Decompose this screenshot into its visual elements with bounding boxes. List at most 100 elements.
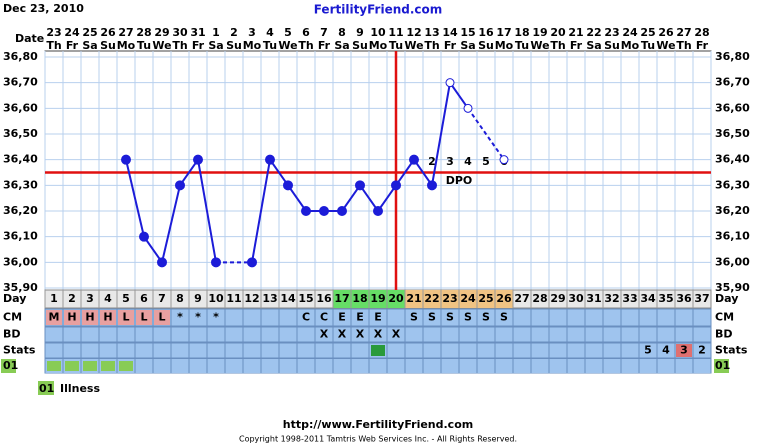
- cell-text: S: [446, 311, 454, 324]
- y-tick-label: 36,30: [3, 178, 38, 191]
- date: 19: [532, 26, 547, 39]
- day-number: 35: [658, 292, 673, 305]
- y-tick-label: 36,10: [3, 230, 38, 243]
- copyright: Copyright 1998-2011 Tamtris Web Services…: [239, 435, 517, 444]
- day-highlight: [369, 290, 387, 308]
- date: 18: [514, 26, 529, 39]
- weekday: We: [530, 39, 549, 52]
- day-number: 14: [280, 292, 296, 305]
- temp-point: [121, 154, 131, 165]
- weekday: Th: [550, 39, 565, 52]
- temp-point: [301, 206, 311, 216]
- weekday: Sa: [82, 39, 97, 52]
- row-label-right: CM: [715, 311, 734, 324]
- cell-text: S: [428, 311, 436, 324]
- day-number: 2: [68, 292, 76, 305]
- cell-text: X: [320, 328, 329, 341]
- row-label: Stats: [3, 344, 36, 357]
- y-tick-label-right: 36,60: [715, 101, 750, 114]
- y-tick-label-right: 36,10: [715, 230, 750, 243]
- weekday: Mo: [117, 39, 136, 52]
- temp-point: [175, 180, 185, 191]
- date: 8: [338, 26, 346, 39]
- day-number: 34: [640, 292, 656, 305]
- day-number: 20: [388, 292, 404, 305]
- day-number: 5: [122, 292, 130, 305]
- date: 2: [230, 26, 238, 39]
- cell-text: 4: [662, 344, 670, 357]
- date: 25: [82, 26, 97, 39]
- day-number: 21: [406, 292, 421, 305]
- y-tick-label: 36,80: [3, 50, 38, 63]
- temp-point: [157, 257, 167, 268]
- cell-text: *: [213, 311, 219, 324]
- row-label: BD: [3, 328, 21, 341]
- weekday: Mo: [369, 39, 388, 52]
- y-tick-label-right: 36,00: [715, 255, 750, 268]
- row-label: 01: [3, 359, 18, 372]
- cell-text: E: [338, 311, 346, 324]
- date: 29: [154, 26, 169, 39]
- date: 4: [266, 26, 274, 39]
- date: 27: [676, 26, 691, 39]
- day-number: 33: [622, 292, 637, 305]
- weekday: Th: [676, 39, 691, 52]
- day-row-label-right: Day: [715, 292, 738, 305]
- day-row-label: Day: [3, 292, 26, 305]
- day-number: 8: [176, 292, 184, 305]
- weekday: Th: [172, 39, 187, 52]
- cell-mark: [101, 361, 115, 371]
- weekday: Tu: [137, 39, 151, 52]
- day-highlight: [495, 290, 513, 308]
- code-box: [1, 359, 16, 373]
- code-box-right: [714, 359, 729, 373]
- cell-text: H: [85, 311, 94, 324]
- cell-text: *: [195, 311, 201, 324]
- day-number: 1: [50, 292, 58, 305]
- weekday: Tu: [515, 39, 529, 52]
- cell-shade: [100, 310, 116, 325]
- date: 22: [586, 26, 601, 39]
- date: 26: [658, 26, 674, 39]
- y-tick-label-right: 36,50: [715, 127, 750, 140]
- date: 26: [100, 26, 116, 39]
- date: 10: [370, 26, 386, 39]
- date: 30: [172, 26, 188, 39]
- footer-url: http://www.FertilityFriend.com: [283, 418, 473, 431]
- temp-point: [319, 206, 329, 216]
- weekday: Th: [46, 39, 61, 52]
- temp-point: [193, 154, 203, 165]
- temp-point: [499, 155, 509, 165]
- y-tick-label: 36,40: [3, 153, 38, 166]
- cell-text: X: [374, 328, 383, 341]
- day-highlight: [423, 290, 441, 308]
- day-number: 17: [334, 292, 349, 305]
- temp-point: [283, 180, 293, 191]
- day-number: 31: [586, 292, 601, 305]
- y-tick-label: 36,70: [3, 76, 38, 89]
- y-tick-label: 36,50: [3, 127, 38, 140]
- row-label-right: Stats: [715, 344, 748, 357]
- cell-text: X: [392, 328, 401, 341]
- date: 28: [136, 26, 151, 39]
- weekday: Su: [226, 39, 242, 52]
- weekday: We: [152, 39, 171, 52]
- weekday: Sa: [208, 39, 223, 52]
- day-number: 26: [496, 292, 512, 305]
- weekday: We: [656, 39, 675, 52]
- date: 6: [302, 26, 310, 39]
- date: 31: [190, 26, 205, 39]
- date-row-label: Date: [15, 32, 44, 45]
- date: 7: [320, 26, 328, 39]
- day-number: 24: [460, 292, 476, 305]
- day-highlight: [441, 290, 459, 308]
- weekday: We: [278, 39, 297, 52]
- chart-date: Dec 23, 2010: [3, 2, 84, 15]
- date: 13: [424, 26, 439, 39]
- cell-text: E: [356, 311, 364, 324]
- cell-shade: [64, 310, 80, 325]
- y-tick-label-right: 36,80: [715, 50, 750, 63]
- cell-text: X: [356, 328, 365, 341]
- y-tick-label-right: 36,20: [715, 204, 750, 217]
- weekday: Sa: [586, 39, 601, 52]
